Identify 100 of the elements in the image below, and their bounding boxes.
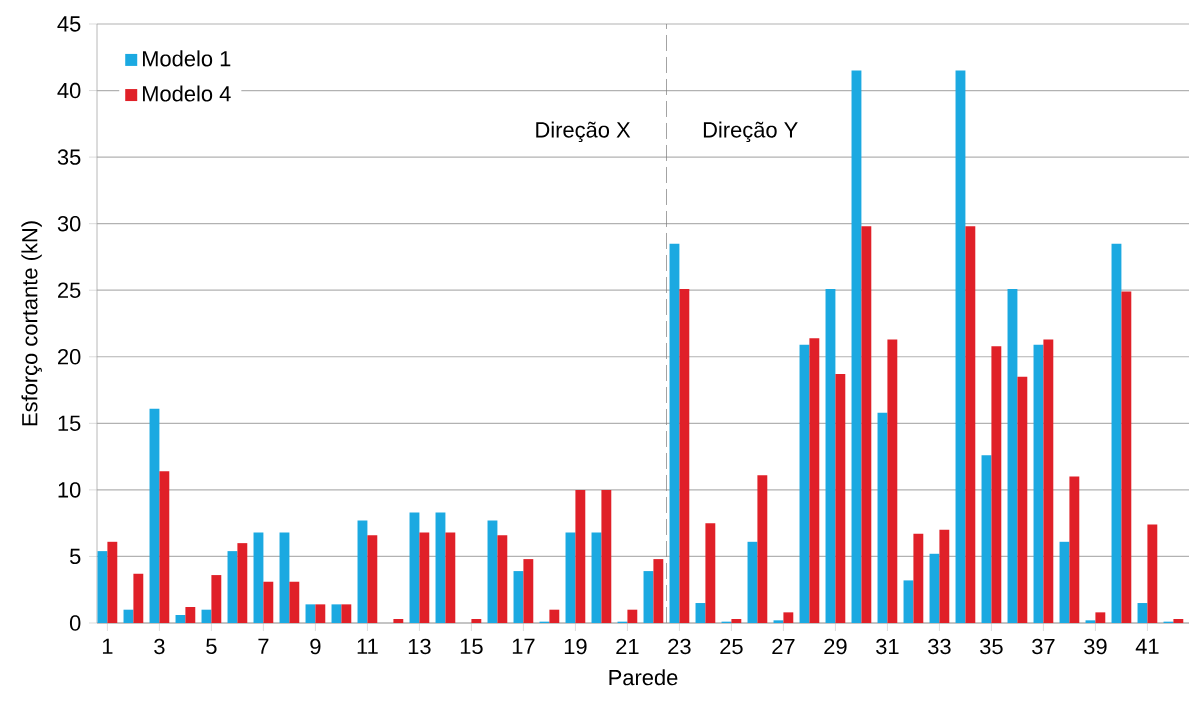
x-tick-label: 11 <box>357 638 378 654</box>
bar <box>991 346 1002 623</box>
bar <box>627 609 638 623</box>
bar <box>851 70 862 623</box>
x-tick-label: 15 <box>460 638 483 654</box>
y-axis-title: Esforço cortante (kN) <box>21 221 42 426</box>
y-tick-label: 25 <box>58 282 81 298</box>
bar <box>237 543 248 623</box>
x-tick-label: 5 <box>206 638 217 654</box>
bar <box>939 529 950 623</box>
bar <box>601 489 612 623</box>
bar <box>1033 344 1044 623</box>
x-tick-label: 25 <box>720 638 743 655</box>
x-tick-label: 9 <box>310 638 321 655</box>
bar <box>1111 243 1122 623</box>
bar <box>107 541 118 623</box>
bar <box>1121 291 1132 623</box>
bar <box>1017 376 1028 623</box>
x-tick-label: 3 <box>154 638 165 655</box>
bar <box>669 243 680 623</box>
bar <box>409 512 420 623</box>
x-tick-label: 35 <box>980 638 1003 655</box>
bar <box>1007 288 1018 623</box>
bar <box>903 580 914 623</box>
y-tick-label: 30 <box>57 215 81 232</box>
bar <box>965 226 976 623</box>
bar <box>367 535 378 623</box>
bar <box>799 344 810 623</box>
bar <box>1085 620 1096 623</box>
bar <box>445 532 456 623</box>
x-tick-label: 31 <box>876 638 899 655</box>
bar <box>513 571 524 623</box>
bar <box>565 532 576 623</box>
bar <box>97 551 108 623</box>
y-tick-label: 45 <box>57 16 81 32</box>
bar <box>315 604 326 623</box>
bar <box>471 619 482 623</box>
x-tick-label: 17 <box>512 638 535 654</box>
y-tick-label: 0 <box>69 615 81 631</box>
bar <box>149 408 160 623</box>
x-tick-label: 23 <box>668 638 691 655</box>
bar <box>331 604 342 623</box>
bar <box>487 520 498 623</box>
bar <box>523 559 534 623</box>
bar <box>835 374 846 623</box>
bar <box>653 559 664 623</box>
bar <box>289 581 300 623</box>
bar <box>1043 339 1054 623</box>
bar <box>825 288 836 623</box>
x-tick-label: 41 <box>1135 638 1159 654</box>
bar <box>757 475 768 623</box>
x-tick-label: 33 <box>928 638 951 655</box>
bar <box>393 619 404 623</box>
bar <box>981 455 992 623</box>
x-tick-label: 29 <box>824 638 847 655</box>
bar <box>955 70 966 623</box>
bar <box>1173 619 1184 623</box>
bar <box>1059 541 1070 623</box>
bar <box>913 533 924 623</box>
x-axis-title: Parede <box>609 669 678 686</box>
bar <box>549 609 560 623</box>
bar <box>783 612 794 623</box>
annotation: Direção X <box>536 121 631 143</box>
bar <box>185 607 196 623</box>
bar <box>679 288 690 623</box>
x-tick-label: 13 <box>408 638 431 655</box>
bar <box>497 535 508 623</box>
bar <box>159 471 170 623</box>
x-tick-label: 39 <box>1084 638 1107 655</box>
bar <box>357 520 368 623</box>
bar <box>1095 612 1106 623</box>
y-tick-label: 15 <box>58 415 81 431</box>
bar <box>263 581 274 623</box>
bar <box>435 512 446 623</box>
y-tick-label: 35 <box>57 149 81 165</box>
bar <box>211 575 222 623</box>
bar <box>591 532 602 623</box>
x-tick-label: 37 <box>1032 638 1055 655</box>
bar <box>929 553 940 623</box>
bar <box>731 619 742 623</box>
x-tick-label: 27 <box>772 638 795 655</box>
bar <box>419 532 430 623</box>
bar <box>253 532 264 623</box>
bar <box>305 604 316 623</box>
bar <box>1069 476 1080 623</box>
legend-label: Modelo 4 <box>143 85 231 102</box>
x-tick-label: 21 <box>616 638 639 655</box>
bar <box>175 615 186 623</box>
bar <box>773 620 784 623</box>
bar <box>133 573 144 623</box>
x-tick-label: 1 <box>102 638 113 654</box>
legend-label: Modelo 1 <box>143 50 231 67</box>
bar <box>809 338 820 623</box>
bar <box>279 532 290 623</box>
bar <box>643 571 654 623</box>
bar <box>877 412 888 623</box>
y-tick-label: 5 <box>69 548 81 565</box>
bar <box>227 551 238 623</box>
bar <box>575 489 586 623</box>
annotation: Direção Y <box>703 121 798 143</box>
